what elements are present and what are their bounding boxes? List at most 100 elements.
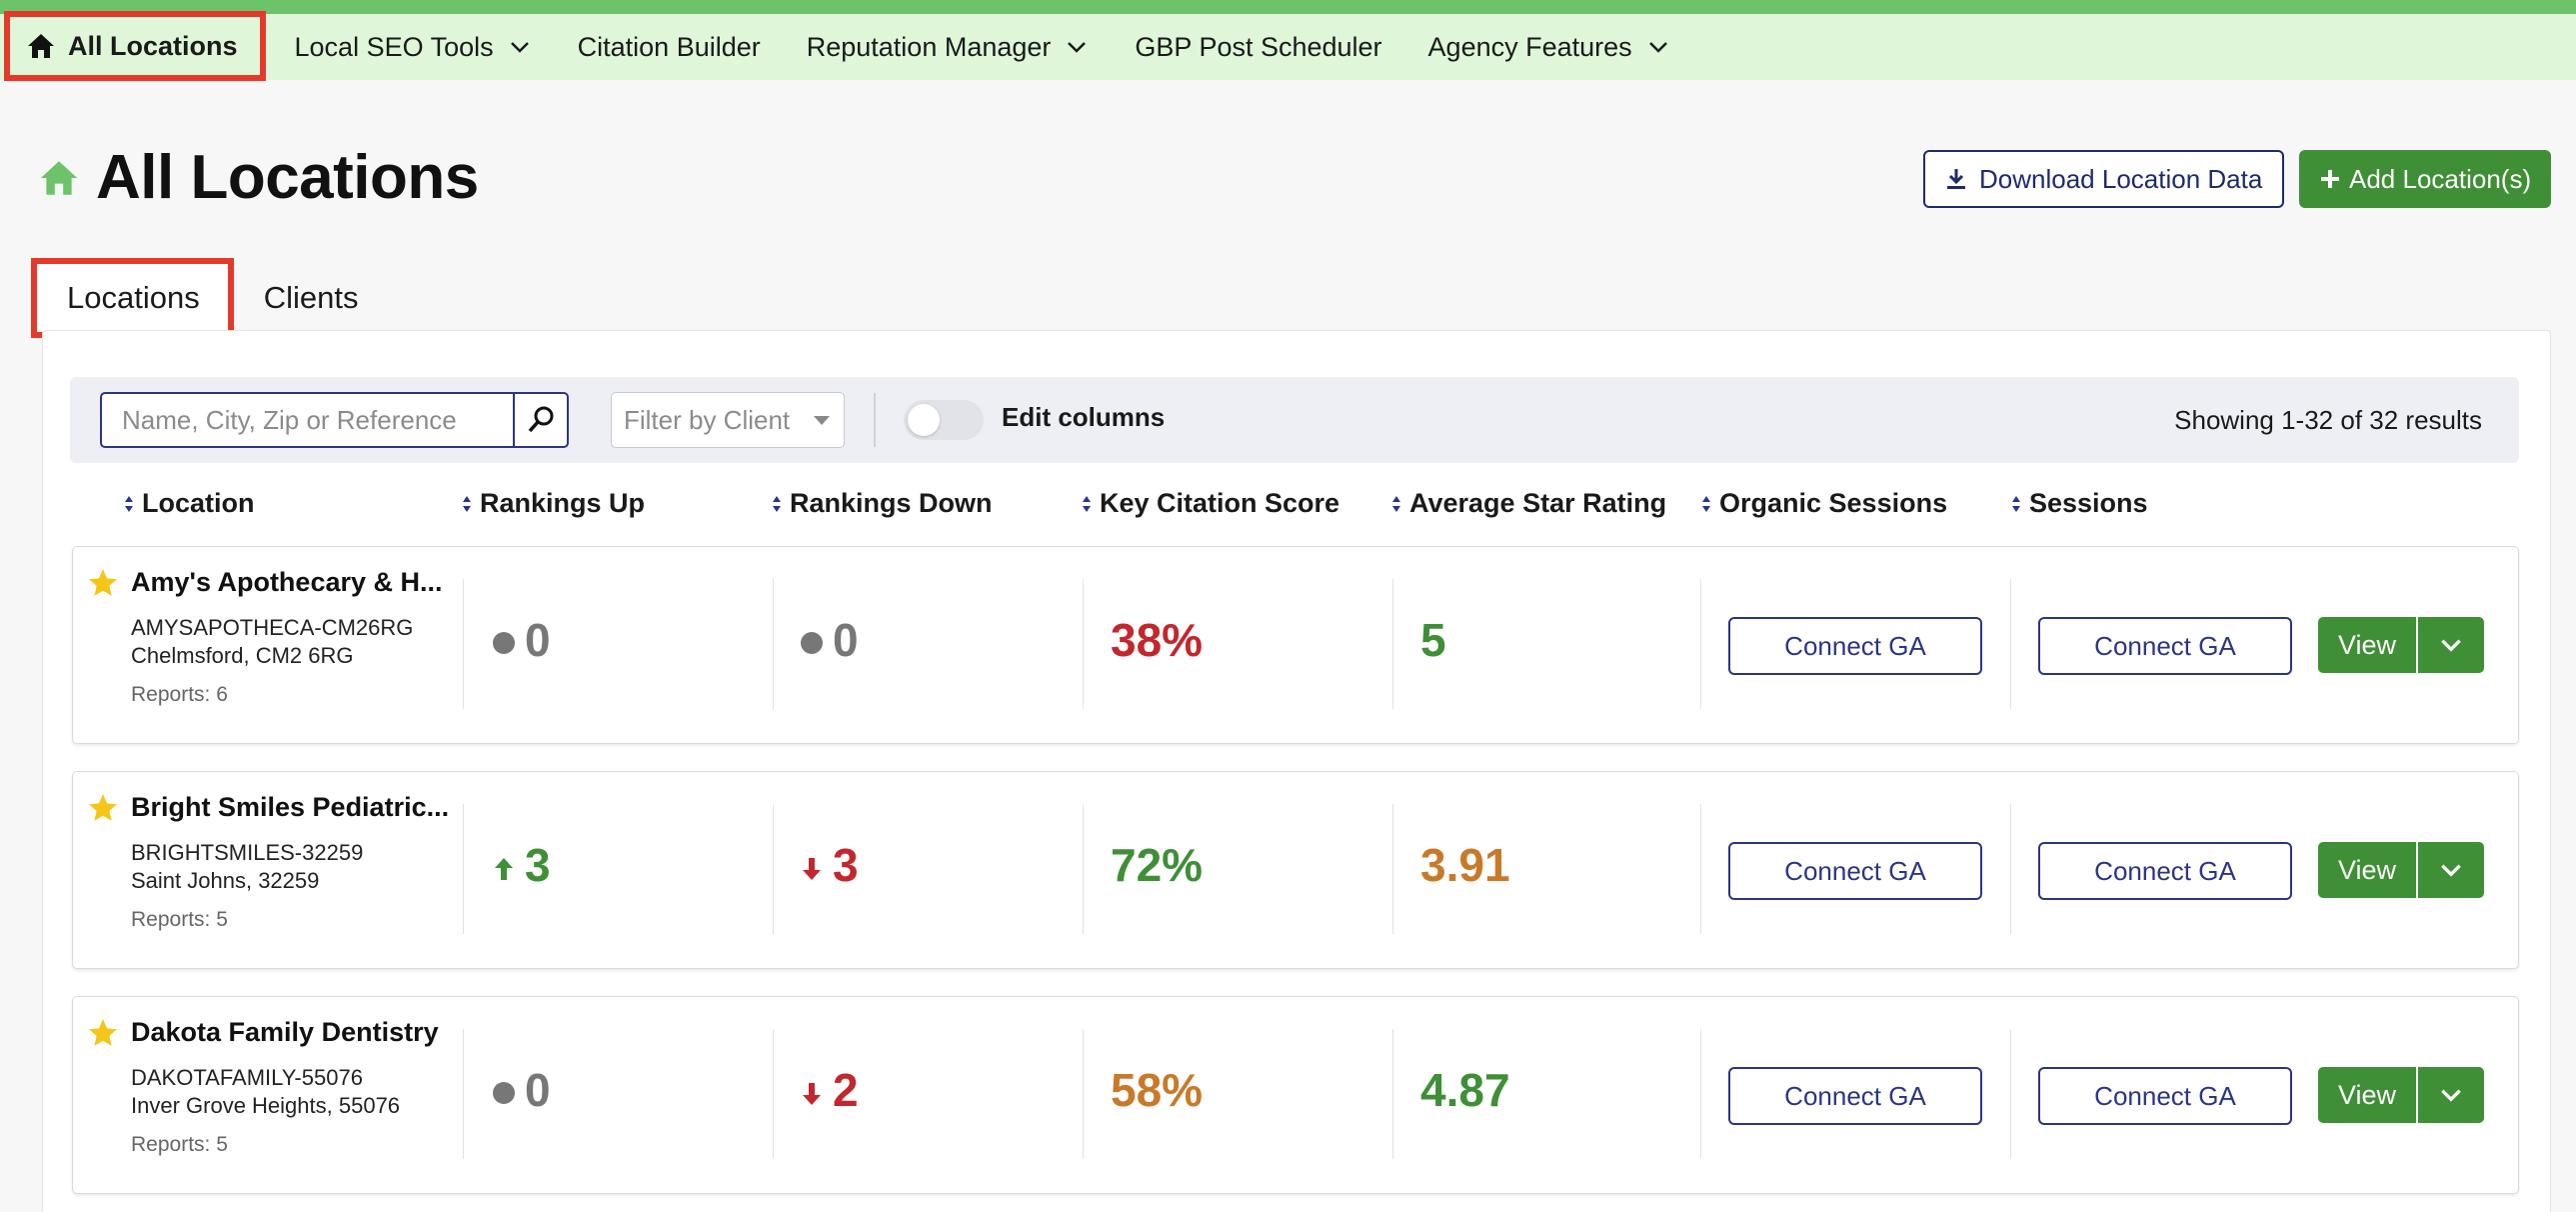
chevron-down-icon: [510, 42, 529, 53]
nav-citation-builder[interactable]: Citation Builder: [555, 14, 784, 80]
edit-columns-toggle[interactable]: [904, 400, 984, 440]
location-reference: DAKOTAFAMILY-55076: [131, 1065, 363, 1090]
view-dropdown-button[interactable]: [2416, 617, 2484, 673]
citation-score: 72%: [1111, 839, 1204, 891]
cell-divider: [1700, 579, 1701, 709]
neutral-dot-icon: [801, 632, 823, 654]
nav-agency-features[interactable]: Agency Features: [1405, 14, 1693, 80]
view-button[interactable]: View: [2318, 1067, 2416, 1123]
location-name[interactable]: Bright Smiles Pediatric...: [131, 792, 450, 822]
plus-icon: [2321, 170, 2339, 188]
rankings-down: 3: [801, 838, 859, 892]
column-header-key-citation-score[interactable]: Key Citation Score: [1082, 488, 1339, 519]
sort-icon: [125, 495, 133, 512]
location-reports: Reports: 5: [131, 1133, 228, 1156]
sort-icon: [1083, 495, 1091, 512]
download-label: Download Location Data: [1979, 163, 2263, 194]
chevron-down-icon: [1068, 42, 1087, 53]
location-name[interactable]: Amy's Apothecary & H...: [131, 567, 443, 597]
column-header-average-star-rating[interactable]: Average Star Rating: [1391, 488, 1666, 519]
view-button[interactable]: View: [2318, 842, 2416, 898]
neutral-dot-icon: [493, 1082, 515, 1104]
view-button[interactable]: View: [2318, 617, 2416, 673]
column-header-rankings-up[interactable]: Rankings Up: [462, 488, 645, 519]
table-row: Dakota Family Dentistry DAKOTAFAMILY-550…: [72, 996, 2519, 1194]
cell-divider: [1083, 1029, 1084, 1159]
chevron-down-icon: [1648, 42, 1667, 53]
nav-gbp-post-scheduler[interactable]: GBP Post Scheduler: [1112, 14, 1404, 80]
page-title: All Locations: [38, 142, 479, 213]
filter-by-client-select[interactable]: Filter by Client: [611, 392, 845, 448]
rankings-down: 0: [801, 613, 859, 667]
location-city: Chelmsford, CM2 6RG: [131, 643, 354, 668]
star-icon[interactable]: [87, 1017, 119, 1049]
column-label: Rankings Up: [480, 488, 646, 518]
column-header-organic-sessions[interactable]: Organic Sessions: [1701, 488, 1947, 519]
cell-divider: [773, 1029, 774, 1159]
view-dropdown-button[interactable]: [2416, 1067, 2484, 1123]
star-rating: 3.91: [1420, 839, 1510, 891]
home-icon: [28, 34, 54, 58]
nav-reputation-manager[interactable]: Reputation Manager: [784, 14, 1113, 80]
rankings-down-value: 2: [833, 1064, 859, 1116]
chevron-down-icon: [2441, 639, 2461, 652]
cell-divider: [1083, 579, 1084, 709]
download-icon: [1947, 169, 1965, 189]
star-rating: 5: [1420, 614, 1446, 666]
connect-ga-sessions-button[interactable]: Connect GA: [2038, 1067, 2292, 1125]
sort-icon: [1702, 495, 1710, 512]
connect-ga-sessions-button[interactable]: Connect GA: [2038, 617, 2292, 675]
rankings-down-value: 0: [833, 614, 859, 666]
star-icon[interactable]: [87, 792, 119, 824]
download-location-data-button[interactable]: Download Location Data: [1923, 150, 2285, 208]
tab-clients[interactable]: Clients: [263, 280, 359, 315]
nav-local-seo-tools[interactable]: Local SEO Tools: [272, 14, 555, 80]
column-header-location[interactable]: Location: [124, 488, 255, 519]
nav-label: Citation Builder: [577, 31, 761, 62]
main-nav: All Locations Local SEO Tools Citation B…: [0, 11, 2576, 81]
search-input[interactable]: Name, City, Zip or Reference: [100, 392, 514, 448]
divider: [874, 393, 876, 447]
column-header-sessions[interactable]: Sessions: [2011, 488, 2148, 519]
cell-divider: [1700, 1029, 1701, 1159]
top-accent-bar: [0, 0, 2576, 14]
cell-divider: [1700, 804, 1701, 934]
location-reports: Reports: 6: [131, 683, 228, 706]
connect-ga-organic-button[interactable]: Connect GA: [1728, 1067, 1982, 1125]
edit-columns-label: Edit columns: [1002, 402, 1166, 432]
search-icon: [528, 406, 554, 433]
column-label: Key Citation Score: [1100, 488, 1340, 518]
location-name[interactable]: Dakota Family Dentistry: [131, 1017, 439, 1047]
citation-score: 38%: [1111, 614, 1204, 666]
caret-down-icon: [814, 416, 830, 425]
rankings-up: 0: [493, 1063, 551, 1117]
nav-all-locations[interactable]: All Locations: [4, 11, 266, 81]
connect-ga-organic-button[interactable]: Connect GA: [1728, 617, 1982, 675]
cell-divider: [2010, 804, 2011, 934]
column-label: Sessions: [2029, 488, 2148, 518]
table-row: Bright Smiles Pediatric... BRIGHTSMILES-…: [72, 771, 2519, 969]
rankings-down-value: 3: [833, 839, 859, 891]
nav-label: Local SEO Tools: [294, 31, 494, 62]
connect-ga-organic-button[interactable]: Connect GA: [1728, 842, 1982, 900]
location-reference: BRIGHTSMILES-32259: [131, 840, 364, 865]
view-dropdown-button[interactable]: [2416, 842, 2484, 898]
tab-locations[interactable]: Locations: [31, 258, 234, 338]
connect-ga-sessions-button[interactable]: Connect GA: [2038, 842, 2292, 900]
column-header-rankings-down[interactable]: Rankings Down: [772, 488, 993, 519]
tabs: Locations Clients: [31, 258, 388, 338]
home-icon: [40, 160, 78, 195]
citation-score: 58%: [1111, 1064, 1204, 1116]
star-icon[interactable]: [87, 567, 119, 599]
rankings-up-value: 0: [525, 614, 551, 666]
neutral-dot-icon: [493, 632, 515, 654]
cell-divider: [773, 579, 774, 709]
column-label: Organic Sessions: [1719, 488, 1948, 518]
sort-icon: [2012, 495, 2020, 512]
add-locations-button[interactable]: Add Location(s): [2299, 150, 2552, 208]
search-button[interactable]: [513, 392, 569, 448]
cell-divider: [1392, 1029, 1393, 1159]
location-city: Inver Grove Heights, 55076: [131, 1093, 401, 1118]
cell-divider: [463, 804, 464, 934]
cell-divider: [773, 804, 774, 934]
